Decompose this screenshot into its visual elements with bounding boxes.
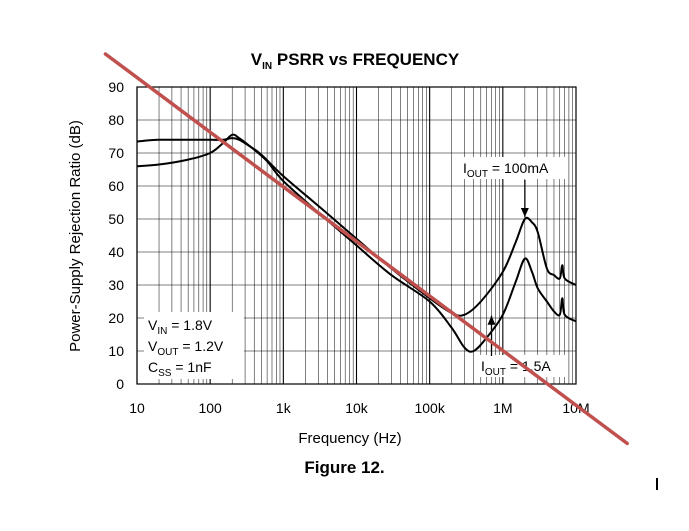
y-tick-label: 50 bbox=[108, 211, 124, 227]
figure-caption: Figure 12. bbox=[304, 458, 385, 477]
y-tick-label: 40 bbox=[108, 244, 124, 260]
x-tick-label: 10 bbox=[129, 400, 145, 416]
x-tick-label: 10k bbox=[345, 400, 369, 416]
arrow-100ma-head bbox=[520, 208, 529, 217]
x-tick-labels: 10 100 1k 10k 100k 1M 10M bbox=[129, 400, 589, 416]
annot-arrow-1-5a bbox=[487, 315, 496, 356]
annot-arrow-100ma bbox=[520, 180, 529, 217]
y-tick-label: 90 bbox=[108, 79, 124, 95]
x-tick-label: 1k bbox=[276, 400, 292, 416]
condition-vout: VOUT = 1.2V bbox=[148, 338, 224, 358]
y-tick-label: 80 bbox=[108, 112, 124, 128]
condition-vin: VIN = 1.8V bbox=[148, 317, 213, 337]
plot-frame bbox=[136, 86, 577, 385]
condition-css: CSS = 1nF bbox=[148, 359, 212, 379]
x-tick-label: 1M bbox=[493, 400, 512, 416]
y-tick-label: 10 bbox=[108, 343, 124, 359]
y-tick-label: 30 bbox=[108, 277, 124, 293]
chart-title: VIN PSRR vs FREQUENCY bbox=[251, 50, 460, 72]
grid-lines bbox=[136, 86, 576, 385]
annot-bg-100ma bbox=[460, 157, 568, 179]
conditions-bg bbox=[144, 312, 244, 379]
x-tick-label: 100 bbox=[198, 400, 222, 416]
y-tick-labels: 0 10 20 30 40 50 60 70 80 90 bbox=[108, 79, 124, 392]
overlay-diagonal-line bbox=[103, 52, 629, 446]
annot-iout-100ma: IOUT = 100mA bbox=[463, 160, 549, 180]
y-tick-label: 70 bbox=[108, 145, 124, 161]
y-tick-label: 60 bbox=[108, 178, 124, 194]
x-tick-label: 100k bbox=[414, 400, 445, 416]
y-tick-label: 20 bbox=[108, 310, 124, 326]
series-line-2 bbox=[136, 133, 577, 353]
text-cursor bbox=[656, 478, 658, 490]
y-axis-label: Power-Supply Rejection Ratio (dB) bbox=[67, 120, 84, 352]
arrow-1-5a-head bbox=[487, 315, 496, 325]
x-axis-label: Frequency (Hz) bbox=[298, 430, 401, 447]
y-tick-label: 0 bbox=[116, 376, 124, 392]
